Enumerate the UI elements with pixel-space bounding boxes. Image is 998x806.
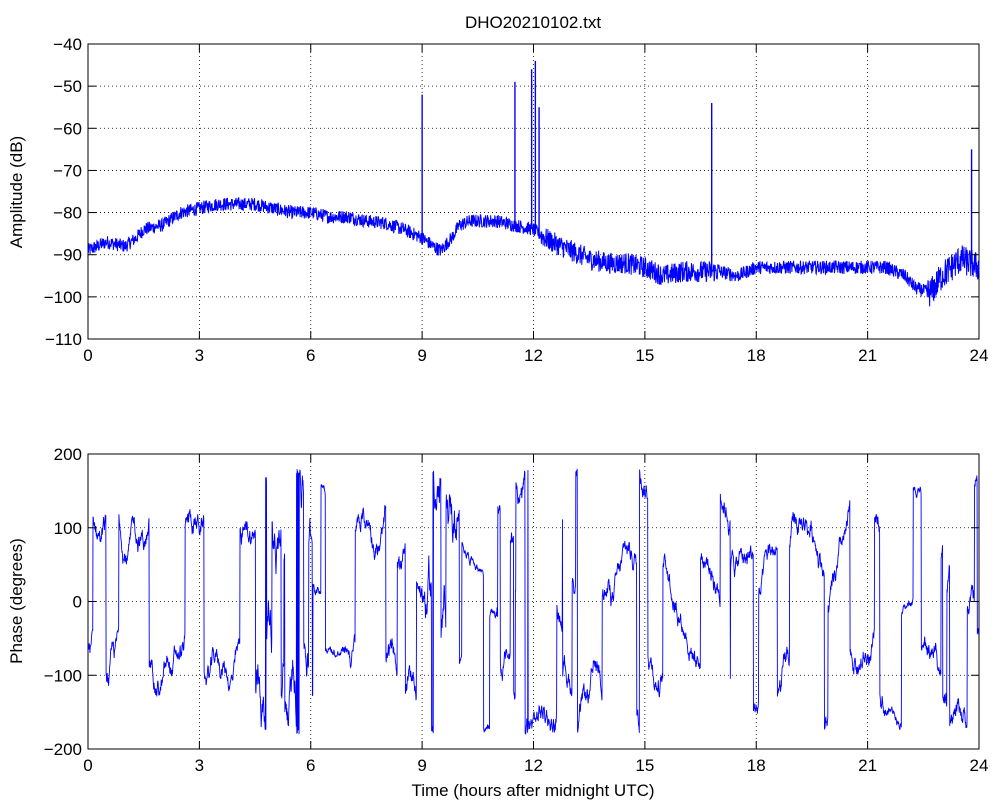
amplitude-x-tick-label: 15	[635, 346, 654, 365]
amplitude-series	[87, 60, 980, 307]
amplitude-x-tick-label: 24	[970, 346, 989, 365]
amplitude-x-tick-label: 9	[417, 346, 426, 365]
amplitude-y-tick-label: −50	[53, 77, 82, 96]
amplitude-x-tick-label: 6	[306, 346, 315, 365]
amplitude-y-tick-label: −100	[44, 288, 82, 307]
phase-x-tick-label: 0	[83, 756, 92, 775]
amplitude-x-tick-label: 21	[858, 346, 877, 365]
amplitude-series-line	[87, 197, 980, 307]
amplitude-y-tick-label: −70	[53, 161, 82, 180]
phase-ticks: 0 3 6 9 12 15 18 21 24 200 100 0 −100 −200	[44, 445, 989, 775]
phase-series-line	[87, 468, 980, 735]
phase-y-tick-label: −200	[44, 740, 82, 759]
amplitude-x-tick-label: 18	[747, 346, 766, 365]
phase-plot: 0 3 6 9 12 15 18 21 24 200 100 0 −100 −200 Time (hour…	[7, 445, 988, 800]
phase-x-label: Time (hours after midnight UTC)	[411, 781, 654, 800]
amplitude-y-label: Amplitude (dB)	[7, 136, 26, 248]
amplitude-y-tick-label: −80	[53, 204, 82, 223]
amplitude-x-tick-label: 12	[524, 346, 543, 365]
amplitude-x-tick-label: 0	[83, 346, 92, 365]
amplitude-y-tick-label: −40	[53, 35, 82, 54]
phase-grid	[88, 454, 979, 749]
amplitude-y-tick-label: −90	[53, 246, 82, 265]
phase-x-tick-label: 18	[747, 756, 766, 775]
phase-x-tick-label: 3	[195, 756, 204, 775]
amplitude-grid	[88, 44, 979, 339]
amplitude-plot: 0 3 6 9 12 15 18 21 24 −40 −50 −60 −70 −80 −90 −100 −110…	[7, 13, 988, 365]
amplitude-ticks: 0 3 6 9 12 15 18 21 24 −40 −50 −60 −70 −80 −90 −100 −110	[44, 35, 989, 365]
phase-x-tick-label: 21	[858, 756, 877, 775]
phase-y-tick-label: −100	[44, 666, 82, 685]
phase-series	[87, 468, 980, 735]
phase-x-tick-label: 15	[635, 756, 654, 775]
phase-y-tick-label: 200	[54, 445, 82, 464]
amplitude-x-tick-label: 3	[195, 346, 204, 365]
phase-x-tick-label: 9	[417, 756, 426, 775]
phase-y-tick-label: 0	[73, 593, 82, 612]
amplitude-y-tick-label: −60	[53, 119, 82, 138]
phase-x-tick-label: 6	[306, 756, 315, 775]
phase-x-tick-label: 12	[524, 756, 543, 775]
phase-y-label: Phase (degrees)	[7, 538, 26, 664]
phase-x-tick-label: 24	[970, 756, 989, 775]
amplitude-axes-box	[87, 43, 980, 340]
phase-y-tick-label: 100	[54, 519, 82, 538]
chart-title: DHO20210102.txt	[465, 13, 601, 32]
amplitude-y-tick-label: −110	[45, 330, 82, 349]
